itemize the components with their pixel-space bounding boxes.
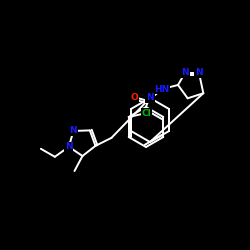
Text: N: N xyxy=(70,126,77,136)
Text: N: N xyxy=(181,68,189,78)
Text: N: N xyxy=(195,68,203,78)
Text: O: O xyxy=(130,92,138,102)
Text: N: N xyxy=(65,142,73,151)
Text: Cl: Cl xyxy=(142,108,152,118)
Text: N: N xyxy=(146,94,154,102)
Text: HN: HN xyxy=(154,84,170,94)
